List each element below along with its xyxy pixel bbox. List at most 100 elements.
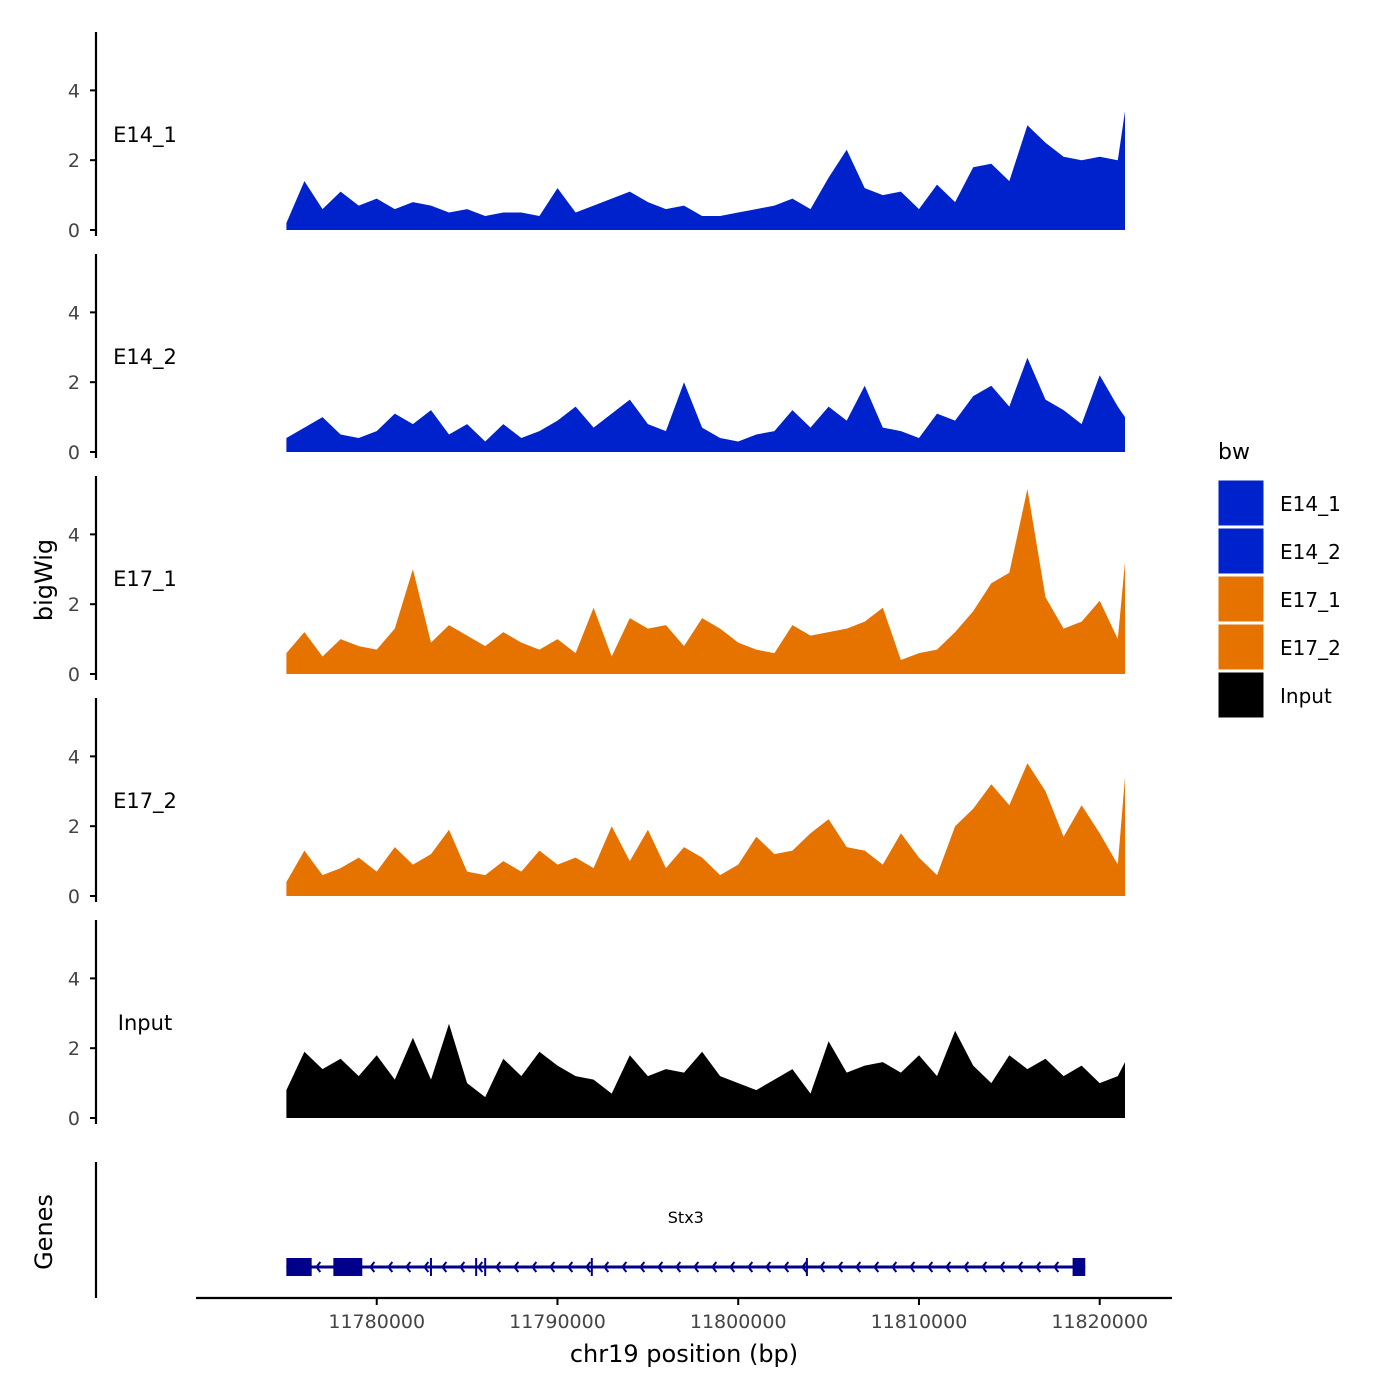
y-tick-label: 0 bbox=[68, 664, 80, 686]
y-tick-label: 2 bbox=[68, 1038, 80, 1060]
strand-arrow bbox=[441, 1261, 448, 1273]
strand-arrow bbox=[891, 1261, 898, 1273]
strand-arrow bbox=[423, 1261, 430, 1273]
legend-label: E14_2 bbox=[1280, 540, 1341, 564]
strand-arrow bbox=[963, 1261, 970, 1273]
y-tick-label: 0 bbox=[68, 220, 80, 242]
strand-arrow bbox=[459, 1261, 466, 1273]
y-tick-label: 2 bbox=[68, 372, 80, 394]
strand-arrow bbox=[1053, 1261, 1060, 1273]
strand-arrow bbox=[495, 1261, 502, 1273]
strand-arrow bbox=[945, 1261, 952, 1273]
y-tick-label: 0 bbox=[68, 886, 80, 908]
track-panels: 0 2 4 E14_1 0 2 4 E14_2 0 2 4 E17_1 0 2 4 E17_2 0 2 4 Input bbox=[68, 32, 1125, 1130]
legend-label: E17_1 bbox=[1280, 588, 1341, 612]
x-axis: chr19 position (bp) 11780000 11790000 1180… bbox=[196, 1296, 1172, 1368]
legend: bw E14_1 E14_2 E17_1 E17_2 Input bbox=[1217, 440, 1341, 719]
strand-arrow bbox=[819, 1261, 826, 1273]
gene-Stx3: Stx3 bbox=[286, 1208, 1086, 1276]
legend-item-E17_1: E17_1 bbox=[1217, 575, 1341, 623]
gene-exon bbox=[1072, 1258, 1086, 1276]
y-tick-label: 4 bbox=[68, 80, 80, 102]
x-tick-label: 11810000 bbox=[871, 1311, 968, 1333]
strand-arrow bbox=[387, 1261, 394, 1273]
series-area-E17_2 bbox=[286, 763, 1125, 896]
x-axis-title: chr19 position (bp) bbox=[570, 1340, 798, 1368]
y-axis-title: bigWig bbox=[30, 539, 58, 621]
y-tick-label: 4 bbox=[68, 968, 80, 990]
strand-arrow bbox=[1035, 1261, 1042, 1273]
gene-name-label: Stx3 bbox=[668, 1208, 704, 1227]
strand-arrow bbox=[747, 1261, 754, 1273]
track-panel-E14_1: 0 2 4 E14_1 bbox=[68, 32, 1125, 242]
x-tick-label: 11790000 bbox=[509, 1311, 606, 1333]
track-label: E14_2 bbox=[113, 345, 177, 370]
legend-title: bw bbox=[1218, 440, 1250, 465]
strand-arrow bbox=[927, 1261, 934, 1273]
y-tick-label: 4 bbox=[68, 302, 80, 324]
strand-arrow bbox=[693, 1261, 700, 1273]
gene-exon bbox=[333, 1258, 363, 1276]
y-tick-label: 0 bbox=[68, 1108, 80, 1130]
strand-arrow bbox=[549, 1261, 556, 1273]
strand-arrow bbox=[675, 1261, 682, 1273]
x-tick-label: 11780000 bbox=[328, 1311, 425, 1333]
legend-swatch bbox=[1217, 527, 1265, 575]
strand-arrow bbox=[909, 1261, 916, 1273]
strand-arrow bbox=[999, 1261, 1006, 1273]
series-area-E17_1 bbox=[286, 489, 1125, 674]
track-panel-Input: 0 2 4 Input bbox=[68, 920, 1125, 1130]
strand-arrow bbox=[873, 1261, 880, 1273]
legend-swatch bbox=[1217, 575, 1265, 623]
y-tick-label: 2 bbox=[68, 594, 80, 616]
strand-arrow bbox=[585, 1261, 592, 1273]
strand-arrow bbox=[603, 1261, 610, 1273]
track-panel-E14_2: 0 2 4 E14_2 bbox=[68, 254, 1125, 464]
y-tick-label: 4 bbox=[68, 746, 80, 768]
strand-arrow bbox=[711, 1261, 718, 1273]
series-area-E14_2 bbox=[286, 357, 1125, 452]
strand-arrow bbox=[513, 1261, 520, 1273]
track-label: Input bbox=[118, 1011, 172, 1035]
x-tick-label: 11820000 bbox=[1051, 1311, 1148, 1333]
strand-arrow bbox=[729, 1261, 736, 1273]
strand-arrow bbox=[801, 1261, 808, 1273]
strand-arrow bbox=[1017, 1261, 1024, 1273]
strand-arrow bbox=[477, 1261, 484, 1273]
legend-label: E17_2 bbox=[1280, 636, 1341, 660]
strand-arrow bbox=[531, 1261, 538, 1273]
y-tick-label: 0 bbox=[68, 442, 80, 464]
legend-item-Input: Input bbox=[1217, 671, 1332, 719]
strand-arrow bbox=[369, 1261, 376, 1273]
legend-label: E14_1 bbox=[1280, 492, 1341, 516]
strand-arrow bbox=[765, 1261, 772, 1273]
genes-axis-title: Genes bbox=[30, 1194, 58, 1270]
legend-swatch bbox=[1217, 479, 1265, 527]
track-label: E17_2 bbox=[113, 789, 177, 814]
strand-arrow bbox=[567, 1261, 574, 1273]
legend-item-E17_2: E17_2 bbox=[1217, 623, 1341, 671]
series-area-Input bbox=[286, 1023, 1125, 1118]
track-label: E17_1 bbox=[113, 567, 177, 592]
y-tick-label: 2 bbox=[68, 816, 80, 838]
y-tick-label: 2 bbox=[68, 150, 80, 172]
track-panel-E17_2: 0 2 4 E17_2 bbox=[68, 698, 1125, 908]
legend-swatch bbox=[1217, 671, 1265, 719]
genes-panel: Genes Stx3 bbox=[30, 1162, 1086, 1298]
strand-arrow bbox=[855, 1261, 862, 1273]
legend-item-E14_2: E14_2 bbox=[1217, 527, 1341, 575]
legend-item-E14_1: E14_1 bbox=[1217, 479, 1341, 527]
strand-arrow bbox=[639, 1261, 646, 1273]
series-area-E14_1 bbox=[286, 111, 1125, 230]
y-tick-label: 4 bbox=[68, 524, 80, 546]
track-label: E14_1 bbox=[113, 123, 177, 148]
legend-swatch bbox=[1217, 623, 1265, 671]
strand-arrow bbox=[621, 1261, 628, 1273]
x-tick-label: 11800000 bbox=[690, 1311, 787, 1333]
strand-arrow bbox=[315, 1261, 322, 1273]
strand-arrow bbox=[783, 1261, 790, 1273]
strand-arrow bbox=[981, 1261, 988, 1273]
strand-arrow bbox=[657, 1261, 664, 1273]
strand-arrow bbox=[837, 1261, 844, 1273]
